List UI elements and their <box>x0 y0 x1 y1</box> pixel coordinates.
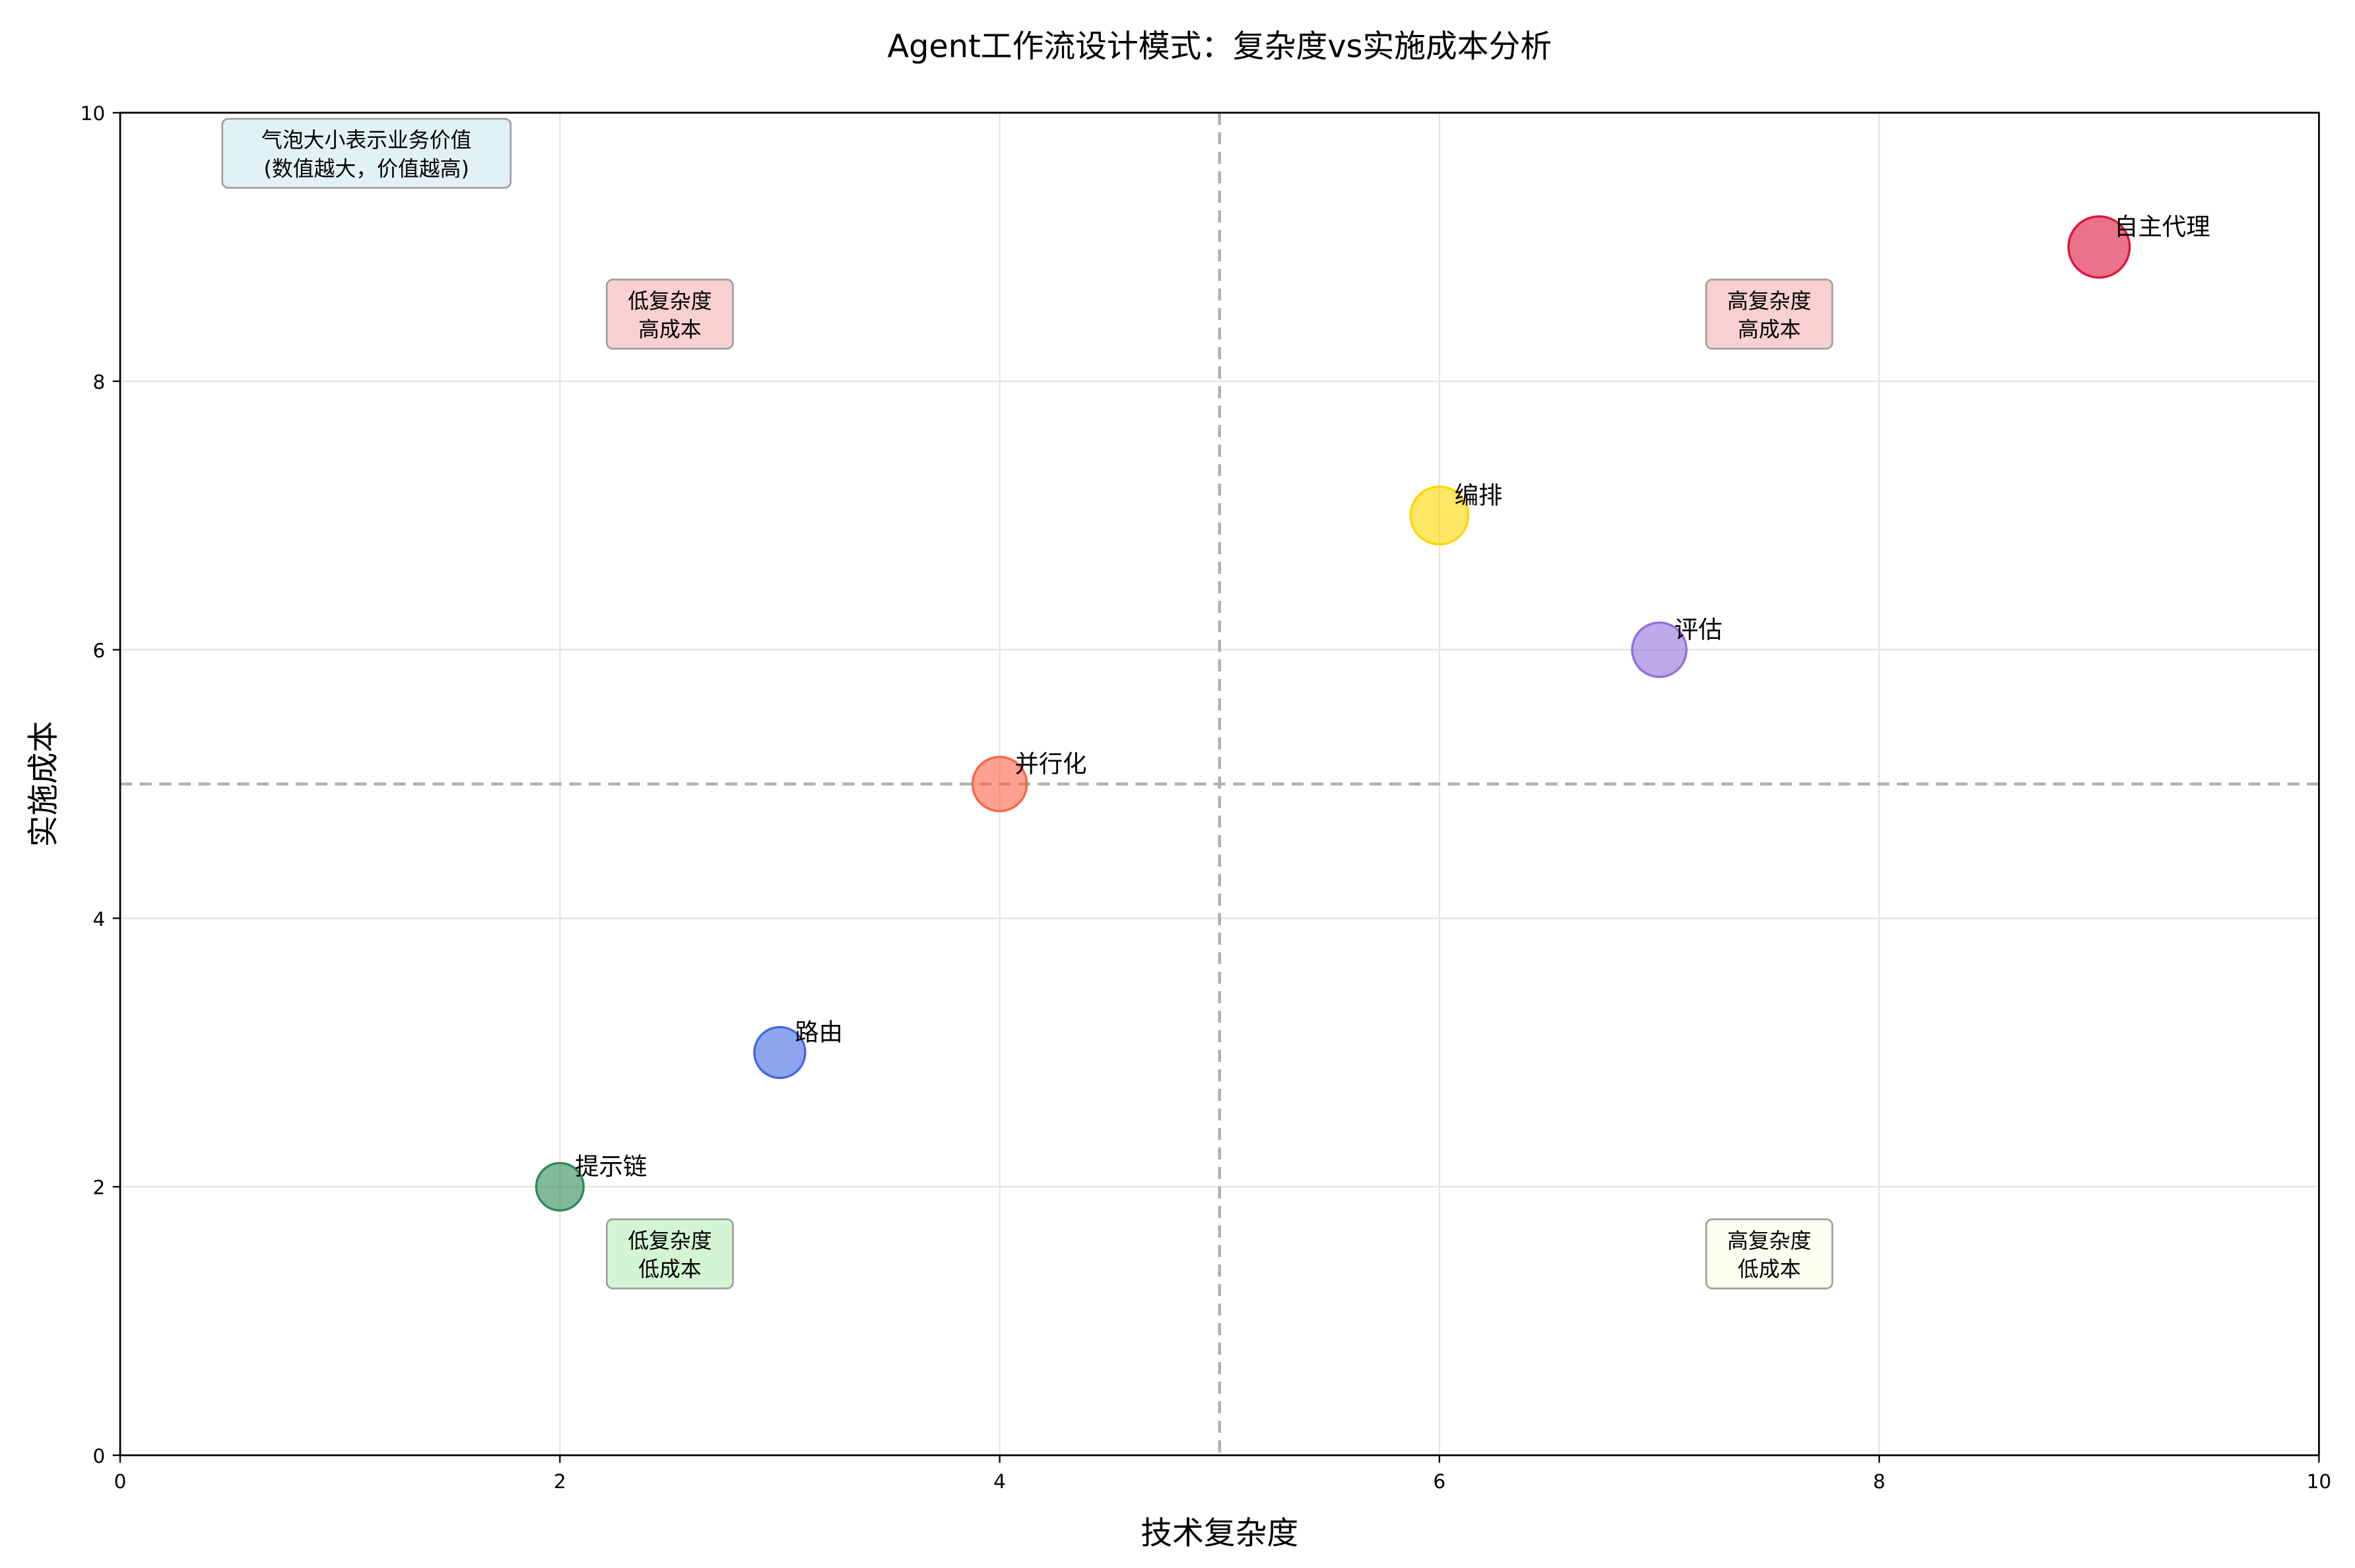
y-tick-label: 4 <box>92 908 105 931</box>
quadrant-label-line2: 低成本 <box>638 1257 702 1282</box>
x-tick-label: 6 <box>1433 1470 1445 1493</box>
quadrant-label-box <box>605 1218 734 1290</box>
x-tick-label: 2 <box>554 1470 566 1493</box>
ticks: 0 2 4 6 8 10 0 2 4 6 8 10 <box>81 102 2332 1493</box>
note-line1: 气泡大小表示业务价值 <box>261 127 471 152</box>
quadrant-label-line2: 低成本 <box>1738 1257 1801 1282</box>
chart-title: Agent工作流设计模式：复杂度vs实施成本分析 <box>887 29 1552 65</box>
plot-frame <box>119 112 2320 1456</box>
note-box <box>221 117 512 189</box>
y-tick-label: 8 <box>92 371 105 393</box>
bubble <box>535 1161 585 1212</box>
quadrant-label-line1: 低复杂度 <box>628 288 712 313</box>
quadrant-label-line2: 高成本 <box>638 317 702 342</box>
bubble-label: 提示链 <box>575 1152 647 1181</box>
y-tick-label: 10 <box>81 102 106 125</box>
bubble-size-note: 气泡大小表示业务价值 (数值越大，价值越高) <box>221 117 512 189</box>
reference-lines <box>120 112 2319 1456</box>
quadrant-label-line1: 低复杂度 <box>628 1228 712 1253</box>
x-axis-label: 技术复杂度 <box>1141 1515 1298 1552</box>
bubble-label: 编排 <box>1455 481 1503 509</box>
y-tick-label: 6 <box>92 639 105 662</box>
x-tick-label: 8 <box>1873 1470 1886 1493</box>
x-tick-label: 10 <box>2307 1470 2332 1493</box>
y-axis-label: 实施成本 <box>26 721 62 847</box>
quadrant-label-box <box>1705 1218 1834 1290</box>
bubble <box>1409 485 1470 546</box>
note-line2: (数值越大，价值越高) <box>263 156 469 181</box>
quadrant-label-line2: 高成本 <box>1738 317 1801 342</box>
quadrant-label-line1: 高复杂度 <box>1727 288 1811 313</box>
y-tick-label: 0 <box>92 1445 105 1468</box>
note: 气泡大小表示业务价值 (数值越大，价值越高) <box>221 117 512 189</box>
bubble-label: 自主代理 <box>2114 212 2210 241</box>
quadrant-label-line1: 高复杂度 <box>1727 1228 1811 1253</box>
quadrant-label-box <box>1705 278 1834 350</box>
bubble-label: 路由 <box>795 1018 843 1047</box>
x-tick-label: 4 <box>993 1470 1006 1493</box>
bubble <box>753 1026 807 1080</box>
bubble-label: 评估 <box>1675 615 1723 643</box>
quadrant-label-box <box>605 278 734 350</box>
y-tick-label: 2 <box>92 1177 105 1199</box>
bubble-label: 并行化 <box>1014 750 1086 778</box>
bubble <box>2067 215 2131 279</box>
bubble <box>971 756 1028 812</box>
bubble <box>1631 621 1688 678</box>
x-tick-label: 0 <box>114 1470 127 1493</box>
